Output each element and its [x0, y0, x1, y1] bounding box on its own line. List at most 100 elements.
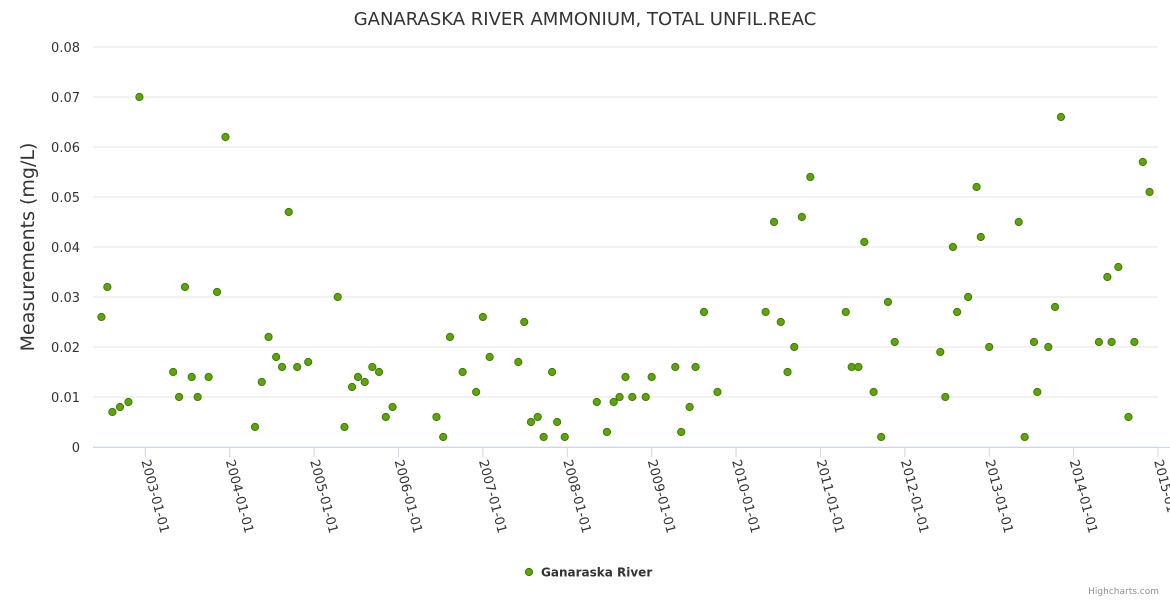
- data-point[interactable]: [445, 332, 455, 342]
- data-point[interactable]: [485, 352, 494, 362]
- data-point[interactable]: [1103, 272, 1112, 282]
- data-point[interactable]: [277, 362, 287, 372]
- data-point[interactable]: [304, 357, 313, 367]
- data-point[interactable]: [854, 362, 863, 372]
- data-point[interactable]: [877, 432, 886, 442]
- data-point[interactable]: [641, 392, 650, 402]
- data-point[interactable]: [1094, 337, 1104, 347]
- data-point[interactable]: [257, 377, 266, 387]
- data-point[interactable]: [103, 282, 112, 292]
- data-point[interactable]: [890, 337, 899, 347]
- data-point[interactable]: [478, 312, 487, 322]
- series-ganaraska-river[interactable]: [97, 92, 1154, 442]
- data-point[interactable]: [115, 402, 125, 412]
- data-point[interactable]: [187, 372, 196, 382]
- data-point[interactable]: [602, 427, 612, 437]
- data-point[interactable]: [621, 372, 630, 382]
- data-point[interactable]: [193, 392, 202, 402]
- data-point[interactable]: [180, 282, 190, 292]
- data-point[interactable]: [526, 417, 536, 427]
- data-point[interactable]: [353, 372, 363, 382]
- data-point[interactable]: [458, 367, 467, 377]
- data-point[interactable]: [806, 172, 815, 182]
- data-point[interactable]: [1114, 262, 1123, 272]
- data-point[interactable]: [713, 387, 722, 397]
- data-point[interactable]: [776, 317, 785, 327]
- data-point[interactable]: [797, 212, 806, 222]
- data-point[interactable]: [439, 432, 448, 442]
- data-point[interactable]: [1033, 387, 1042, 397]
- data-point[interactable]: [1145, 187, 1154, 197]
- data-point[interactable]: [883, 297, 893, 307]
- data-point[interactable]: [1029, 337, 1039, 347]
- data-point[interactable]: [539, 432, 548, 442]
- data-point[interactable]: [1020, 432, 1029, 442]
- data-point[interactable]: [869, 387, 878, 397]
- data-point[interactable]: [985, 342, 994, 352]
- data-point[interactable]: [135, 92, 144, 102]
- data-point[interactable]: [124, 397, 133, 407]
- data-point[interactable]: [204, 372, 213, 382]
- data-point[interactable]: [685, 402, 694, 412]
- data-point[interactable]: [553, 417, 562, 427]
- credits-link[interactable]: Highcharts.com: [1088, 587, 1159, 597]
- data-point[interactable]: [1014, 217, 1023, 227]
- data-point[interactable]: [360, 377, 369, 387]
- data-point[interactable]: [841, 307, 850, 317]
- data-point[interactable]: [368, 362, 377, 372]
- data-point[interactable]: [1107, 337, 1116, 347]
- data-point[interactable]: [169, 367, 178, 377]
- data-point[interactable]: [976, 232, 985, 242]
- data-point[interactable]: [615, 392, 624, 402]
- data-point[interactable]: [284, 207, 293, 217]
- data-point[interactable]: [520, 317, 529, 327]
- data-point[interactable]: [388, 402, 397, 412]
- data-point[interactable]: [97, 312, 106, 322]
- data-point[interactable]: [221, 132, 230, 142]
- data-point[interactable]: [790, 342, 799, 352]
- data-point[interactable]: [761, 307, 770, 317]
- data-point[interactable]: [264, 332, 273, 342]
- data-point[interactable]: [647, 372, 656, 382]
- data-point[interactable]: [432, 412, 441, 422]
- data-point[interactable]: [609, 397, 618, 407]
- data-point[interactable]: [174, 392, 184, 402]
- data-point[interactable]: [547, 367, 557, 377]
- legend-item-ganaraska-river[interactable]: Ganaraska River: [541, 566, 652, 580]
- data-point[interactable]: [699, 307, 709, 317]
- data-point[interactable]: [533, 412, 542, 422]
- data-point[interactable]: [514, 357, 523, 367]
- data-point[interactable]: [212, 287, 222, 297]
- data-point[interactable]: [347, 382, 357, 392]
- data-point[interactable]: [340, 422, 349, 432]
- data-point[interactable]: [374, 367, 384, 377]
- data-point[interactable]: [1044, 342, 1053, 352]
- data-point[interactable]: [272, 352, 281, 362]
- data-point[interactable]: [333, 292, 342, 302]
- legend[interactable]: Ganaraska River: [524, 566, 652, 580]
- data-point[interactable]: [250, 422, 260, 432]
- data-point[interactable]: [964, 292, 973, 302]
- data-point[interactable]: [671, 362, 680, 372]
- data-point[interactable]: [108, 407, 117, 417]
- data-point[interactable]: [677, 427, 686, 437]
- data-point[interactable]: [628, 392, 637, 402]
- data-point[interactable]: [1124, 412, 1133, 422]
- data-point[interactable]: [560, 432, 569, 442]
- data-point[interactable]: [1050, 302, 1060, 312]
- data-point[interactable]: [972, 182, 981, 192]
- data-point[interactable]: [1138, 157, 1147, 167]
- data-point[interactable]: [860, 237, 869, 247]
- data-point[interactable]: [691, 362, 700, 372]
- data-point[interactable]: [1130, 337, 1139, 347]
- data-point[interactable]: [472, 387, 481, 397]
- data-point[interactable]: [592, 397, 601, 407]
- data-point[interactable]: [948, 242, 958, 252]
- data-point[interactable]: [1056, 112, 1066, 122]
- data-point[interactable]: [293, 362, 302, 372]
- data-point[interactable]: [936, 347, 945, 357]
- data-point[interactable]: [941, 392, 950, 402]
- data-point[interactable]: [783, 367, 792, 377]
- data-point[interactable]: [953, 307, 962, 317]
- data-point[interactable]: [381, 412, 390, 422]
